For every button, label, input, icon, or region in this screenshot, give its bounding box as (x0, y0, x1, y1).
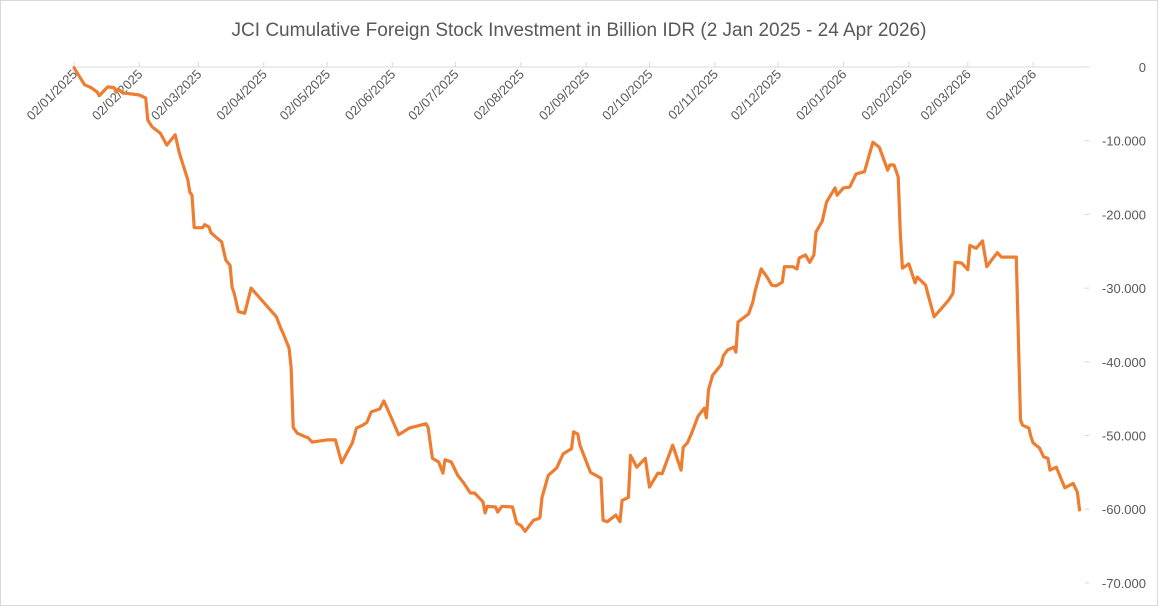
chart-title: JCI Cumulative Foreign Stock Investment … (231, 20, 927, 41)
x-tick-labels: 02/01/2025 02/02/2025 02/03/2025 02/04/2025… (23, 67, 1039, 124)
x-tick-label: 02/02/2026 (858, 67, 915, 124)
x-tick-label: 02/09/2025 (536, 67, 593, 124)
y-tick-label: -50.000 (1102, 429, 1146, 444)
x-tick-label: 02/10/2025 (599, 67, 656, 124)
axes (73, 62, 1090, 584)
x-tick-label: 02/01/2026 (793, 67, 850, 124)
y-tick-label: 0 (1139, 60, 1146, 75)
x-tick-label: 02/05/2025 (276, 67, 333, 124)
series-group (72, 66, 1082, 533)
y-tick-label: -20.000 (1102, 207, 1146, 222)
x-tick-label: 02/04/2026 (983, 67, 1040, 124)
y-tick-label: -40.000 (1102, 355, 1146, 370)
series-line (72, 66, 1082, 533)
x-tick-label: 02/07/2025 (405, 67, 462, 124)
y-tick-labels: 0 -10.000 -20.000 -30.000 -40.000 -50.000 -60.… (1102, 60, 1146, 591)
x-tick-label: 02/04/2025 (213, 67, 270, 124)
y-tick-label: -10.000 (1102, 134, 1146, 149)
y-tick-label: -30.000 (1102, 281, 1146, 296)
x-tick-label: 02/06/2025 (342, 67, 399, 124)
y-tick-label: -60.000 (1102, 502, 1146, 517)
x-tick-label: 02/11/2025 (665, 67, 721, 123)
x-tick-label: 02/01/2025 (23, 67, 80, 124)
x-tick-label: 02/08/2025 (470, 67, 527, 124)
x-tick-label: 02/12/2025 (728, 67, 785, 124)
x-tick-label: 02/03/2025 (148, 67, 205, 124)
x-tick-label: 02/03/2026 (917, 67, 974, 124)
y-tick-label: -70.000 (1102, 576, 1146, 591)
